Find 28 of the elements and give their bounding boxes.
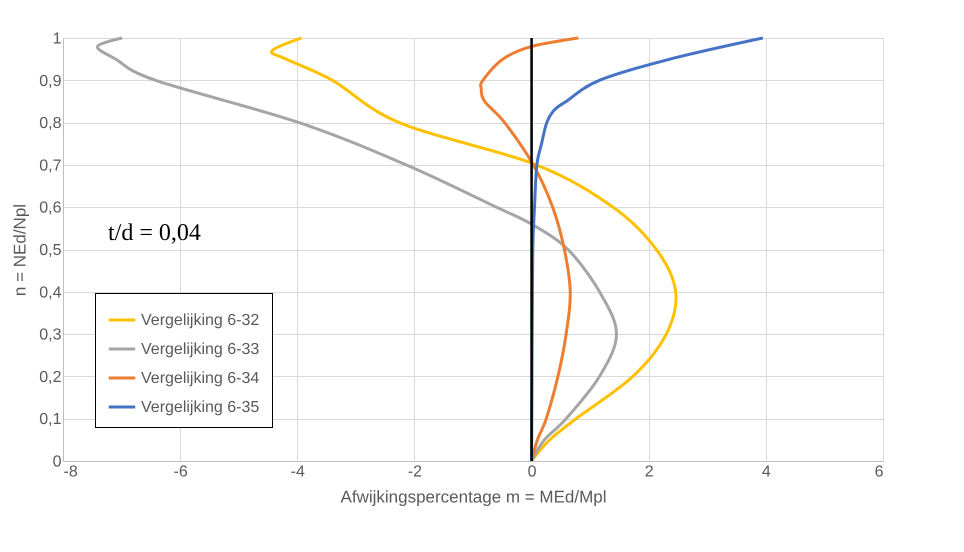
y-tick-label: 0,9: [39, 72, 62, 90]
x-tick-label: -2: [408, 464, 422, 480]
x-tick-label: 4: [762, 464, 771, 480]
y-tick-label: 0,8: [39, 115, 62, 132]
x-tick-label: -8: [64, 464, 78, 480]
x-tick-label: 0: [528, 464, 537, 480]
y-tick-label: 0,6: [39, 200, 62, 217]
x-axis-title: Afwijkingspercentage m = MEd/Mpl: [340, 488, 606, 506]
annotation: t/d = 0,04: [108, 220, 201, 246]
y-tick-label: 0,4: [39, 284, 62, 302]
legend-label: Vergelijking 6-33: [141, 341, 260, 358]
y-tick-label: 0,2: [39, 368, 62, 386]
line-series: [270, 36, 678, 462]
x-tick-label: -6: [174, 464, 188, 480]
x-tick-label: 6: [874, 464, 884, 480]
y-tick-label: 0,3: [39, 326, 62, 344]
legend-label: Vergelijking 6-34: [141, 370, 260, 387]
y-axis-title: n = NEd/Npl: [10, 204, 30, 296]
line-series: [479, 36, 580, 462]
y-tick-label: 0,7: [39, 157, 62, 174]
line-series: [96, 36, 618, 462]
legend-label: Vergelijking 6-35: [141, 399, 260, 416]
y-tick-label: 0,1: [39, 411, 62, 428]
x-tick-label: 2: [644, 464, 654, 480]
y-tick-label: 1: [52, 30, 62, 48]
legend-label: Vergelijking 6-32: [141, 312, 260, 329]
x-tick-label: -4: [290, 464, 305, 480]
y-tick-label: 0,5: [39, 242, 62, 259]
